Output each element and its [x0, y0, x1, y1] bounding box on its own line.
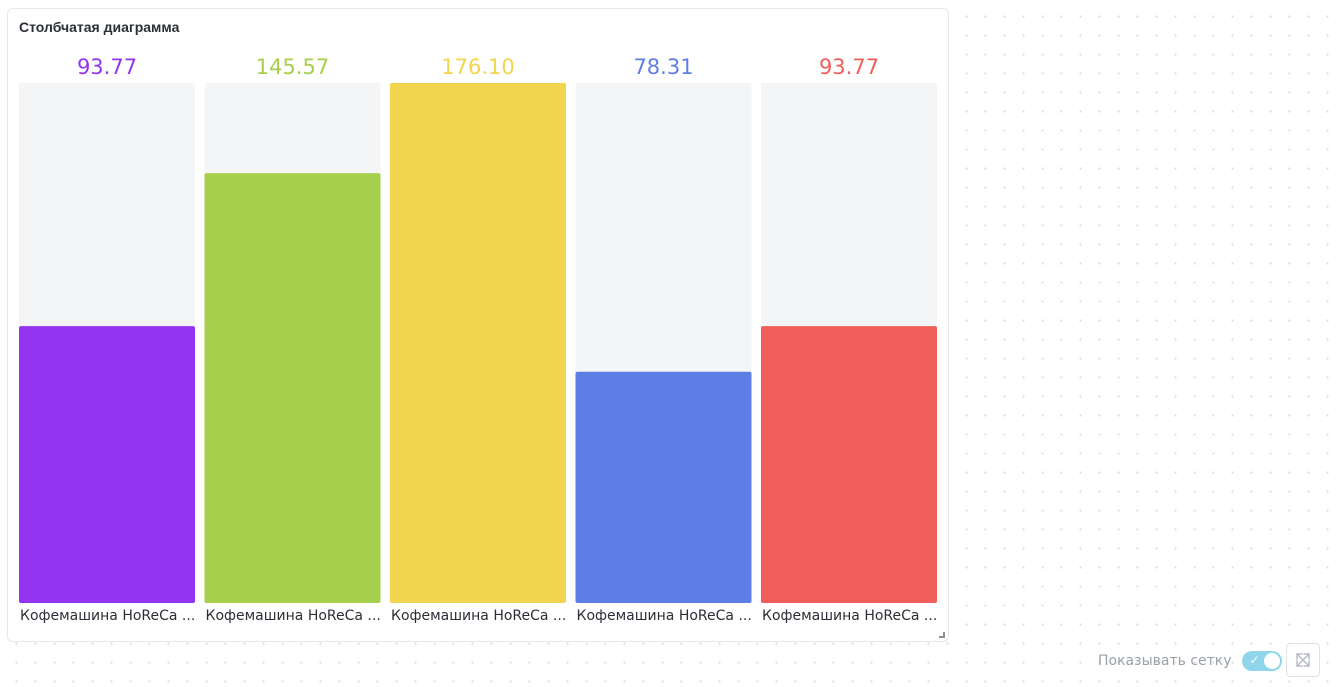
bar-value-label: 93.77	[77, 55, 137, 79]
resize-handle[interactable]	[939, 632, 945, 638]
bar-value-label: 93.77	[819, 55, 879, 79]
bar[interactable]	[390, 83, 566, 603]
category-label: Кофемашина HoReCa ...	[391, 608, 566, 624]
expand-icon	[1296, 653, 1310, 667]
chart-widget: Столбчатая диаграмма 93.77 Кофемашина HoR…	[7, 8, 949, 642]
bar-value-label: 78.31	[633, 55, 693, 79]
show-grid-label: Показывать сетку	[1098, 653, 1232, 669]
bar[interactable]	[761, 326, 937, 603]
category-label: Кофемашина HoReCa ...	[206, 608, 381, 624]
category-label: Кофемашина HoReCa ...	[20, 608, 195, 624]
bar[interactable]	[204, 173, 381, 603]
toggle-knob	[1263, 653, 1280, 669]
bar[interactable]	[19, 326, 195, 603]
expand-button[interactable]	[1286, 643, 1320, 677]
check-icon: ✓	[1249, 653, 1260, 667]
widget-title: Столбчатая диаграмма	[19, 19, 180, 35]
show-grid-toggle[interactable]: ✓	[1241, 651, 1282, 671]
bar-value-label: 145.57	[256, 55, 329, 79]
bar[interactable]	[575, 371, 752, 603]
bar-value-label: 176.10	[441, 55, 514, 79]
category-label: Кофемашина HoReCa ...	[762, 608, 937, 624]
show-grid-control: Показывать сетку ✓	[1098, 650, 1282, 672]
category-label: Кофемашина HoReCa ...	[577, 608, 752, 624]
bar-chart: 93.77 Кофемашина HoReCa ... 145.57 Кофемаши…	[19, 55, 937, 624]
